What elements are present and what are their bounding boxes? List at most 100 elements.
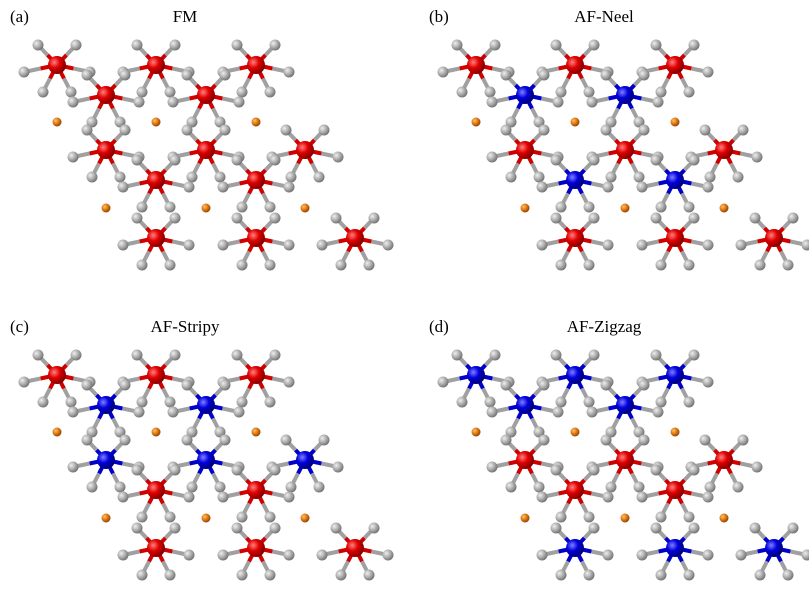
ligand-atom bbox=[314, 172, 325, 183]
ligand-atom bbox=[364, 260, 375, 271]
ligand-atom bbox=[383, 550, 394, 561]
ligand-atom bbox=[603, 492, 614, 503]
metal-atom bbox=[147, 56, 165, 74]
ligand-atom bbox=[783, 570, 794, 581]
ligand-atom bbox=[165, 397, 176, 408]
ligand-atom bbox=[265, 87, 276, 98]
ligand-atom bbox=[331, 213, 342, 224]
ligand-atom bbox=[19, 67, 30, 78]
interstitial-atom bbox=[152, 428, 161, 437]
ligand-atom bbox=[265, 202, 276, 213]
ligand-atom bbox=[170, 155, 181, 166]
ligand-atom bbox=[284, 377, 295, 388]
ligand-atom bbox=[237, 512, 248, 523]
metal-atom bbox=[566, 539, 584, 557]
metal-atom bbox=[765, 539, 783, 557]
ligand-atom bbox=[265, 512, 276, 523]
ligand-atom bbox=[170, 465, 181, 476]
ligand-atom bbox=[651, 523, 662, 534]
ligand-atom bbox=[603, 550, 614, 561]
ligand-atom bbox=[132, 523, 143, 534]
ligand-atom bbox=[452, 350, 463, 361]
ligand-atom bbox=[165, 202, 176, 213]
interstitial-atom bbox=[53, 428, 62, 437]
metal-atom bbox=[247, 481, 265, 499]
metal-atom bbox=[147, 171, 165, 189]
ligand-atom bbox=[270, 523, 281, 534]
ligand-atom bbox=[684, 260, 695, 271]
ligand-atom bbox=[755, 570, 766, 581]
ligand-atom bbox=[601, 125, 612, 136]
metal-atom bbox=[197, 86, 215, 104]
ligand-atom bbox=[457, 397, 468, 408]
metal-atom bbox=[666, 539, 684, 557]
ligand-atom bbox=[750, 213, 761, 224]
interstitial-atom bbox=[202, 204, 211, 213]
ligand-atom bbox=[170, 213, 181, 224]
ligand-atom bbox=[603, 240, 614, 251]
ligand-atom bbox=[539, 125, 550, 136]
ligand-atom bbox=[656, 202, 667, 213]
ligand-atom bbox=[215, 482, 226, 493]
metal-atom bbox=[516, 141, 534, 159]
ligand-atom bbox=[71, 350, 82, 361]
ligand-atom bbox=[134, 407, 145, 418]
panel-label: (a) bbox=[10, 7, 29, 26]
metal-atom bbox=[666, 229, 684, 247]
ligand-atom bbox=[317, 240, 328, 251]
ligand-atom bbox=[689, 350, 700, 361]
ligand-atom bbox=[485, 87, 496, 98]
ligand-atom bbox=[66, 87, 77, 98]
panel-label: (d) bbox=[429, 317, 449, 336]
ligand-atom bbox=[556, 202, 567, 213]
ligand-atom bbox=[639, 380, 650, 391]
metal-atom bbox=[346, 539, 364, 557]
ligand-atom bbox=[703, 182, 714, 193]
ligand-atom bbox=[651, 465, 662, 476]
ligand-atom bbox=[656, 260, 667, 271]
ligand-atom bbox=[68, 152, 79, 163]
ligand-atom bbox=[684, 87, 695, 98]
ligand-atom bbox=[639, 125, 650, 136]
metal-atom bbox=[247, 171, 265, 189]
ligand-atom bbox=[703, 67, 714, 78]
ligand-atom bbox=[487, 97, 498, 108]
ligand-atom bbox=[71, 40, 82, 51]
ligand-atom bbox=[584, 512, 595, 523]
ligand-atom bbox=[115, 172, 126, 183]
panel-title: FM bbox=[173, 7, 198, 26]
interstitial-atom bbox=[301, 514, 310, 523]
interstitial-atom bbox=[202, 514, 211, 523]
ligand-atom bbox=[589, 155, 600, 166]
ligand-atom bbox=[703, 492, 714, 503]
ligand-atom bbox=[490, 350, 501, 361]
ligand-atom bbox=[220, 125, 231, 136]
ligand-atom bbox=[501, 70, 512, 81]
ligand-atom bbox=[653, 97, 664, 108]
interstitial-atom bbox=[472, 428, 481, 437]
ligand-atom bbox=[82, 70, 93, 81]
ligand-atom bbox=[589, 40, 600, 51]
ligand-atom bbox=[589, 523, 600, 534]
ligand-atom bbox=[369, 523, 380, 534]
ligand-atom bbox=[115, 482, 126, 493]
ligand-atom bbox=[703, 550, 714, 561]
ligand-atom bbox=[689, 523, 700, 534]
panel: (b)AF-Neel bbox=[429, 7, 809, 271]
ligand-atom bbox=[120, 380, 131, 391]
ligand-atom bbox=[284, 182, 295, 193]
ligand-atom bbox=[218, 240, 229, 251]
metal-atom bbox=[516, 396, 534, 414]
ligand-atom bbox=[87, 172, 98, 183]
ligand-atom bbox=[684, 397, 695, 408]
ligand-atom bbox=[270, 350, 281, 361]
panel: (c)AF-Stripy bbox=[10, 317, 394, 581]
ligand-atom bbox=[639, 70, 650, 81]
ligand-atom bbox=[537, 182, 548, 193]
ligand-atom bbox=[587, 97, 598, 108]
ligand-atom bbox=[634, 172, 645, 183]
metal-atom bbox=[147, 366, 165, 384]
ligand-atom bbox=[38, 397, 49, 408]
interstitial-atom bbox=[252, 428, 261, 437]
ligand-atom bbox=[284, 67, 295, 78]
